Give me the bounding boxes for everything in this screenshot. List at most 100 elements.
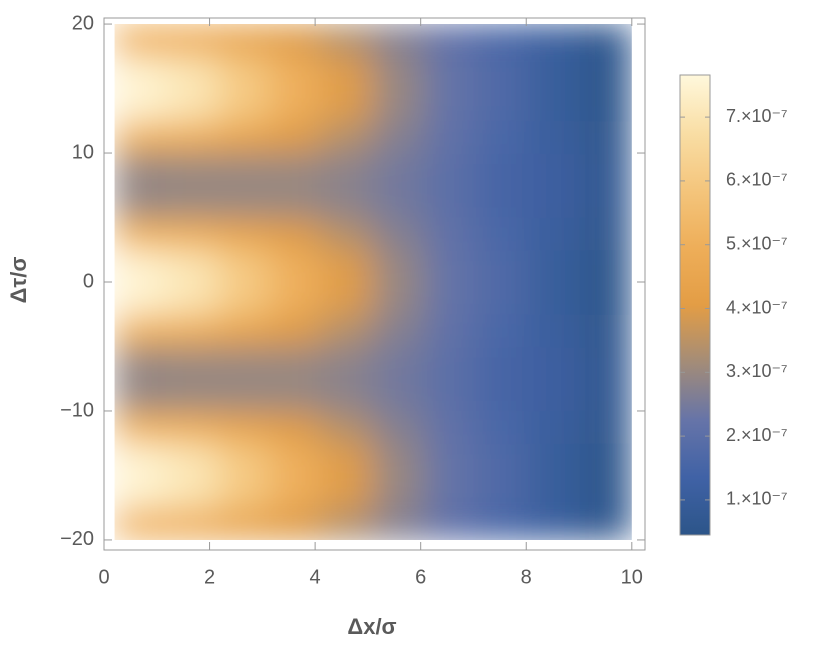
- heat-cell: [372, 410, 426, 444]
- heat-cell: [424, 442, 478, 476]
- heat-cell: [579, 217, 632, 251]
- heat-cell: [269, 313, 322, 347]
- heat-cell: [114, 249, 167, 283]
- heat-cell: [165, 55, 219, 90]
- heat-cell: [320, 410, 374, 444]
- heat-cell: [217, 345, 271, 380]
- heat-cell: [372, 507, 426, 540]
- heat-cell: [372, 152, 426, 186]
- colorbar-tick-label: 1.×10⁻⁷: [726, 489, 788, 509]
- heat-cell: [372, 281, 426, 315]
- heat-cell: [579, 507, 632, 540]
- heat-cell: [527, 281, 581, 315]
- heat-cell: [424, 507, 478, 540]
- heat-cell: [424, 24, 478, 57]
- heat-cell: [217, 442, 271, 476]
- heat-cell: [527, 442, 581, 476]
- heat-cell: [372, 249, 426, 283]
- heat-cell: [114, 120, 167, 154]
- heat-cell: [476, 88, 529, 122]
- heat-cell: [320, 120, 374, 154]
- heat-cell: [527, 217, 581, 251]
- colorbar: [679, 74, 711, 536]
- heat-cell: [165, 313, 219, 347]
- heat-cell: [424, 281, 478, 315]
- heat-cell: [320, 442, 374, 476]
- colorbar-tick-label: 6.×10⁻⁷: [726, 170, 788, 190]
- y-tick-label: 0: [83, 270, 94, 292]
- heat-cell: [527, 88, 581, 122]
- heat-cell: [424, 378, 478, 412]
- heat-cell: [424, 88, 478, 122]
- heat-cell: [217, 474, 271, 509]
- heat-cell: [165, 281, 219, 315]
- heat-cell: [320, 345, 374, 380]
- heat-cell: [320, 249, 374, 283]
- heat-cell: [424, 249, 478, 283]
- heat-cell: [476, 120, 529, 154]
- heat-cell: [165, 184, 219, 219]
- heat-cell: [217, 120, 271, 154]
- heat-cell: [114, 281, 167, 315]
- heat-cell: [165, 88, 219, 122]
- heat-cell: [424, 345, 478, 380]
- heat-cell: [372, 345, 426, 380]
- heat-cell: [476, 152, 529, 186]
- heat-cell: [165, 474, 219, 509]
- heat-cell: [217, 378, 271, 412]
- heat-cell: [269, 345, 322, 380]
- heat-cell: [165, 249, 219, 283]
- x-tick-label: 8: [521, 566, 532, 588]
- heat-cell: [165, 345, 219, 380]
- x-tick-label: 10: [621, 566, 643, 588]
- heat-cell: [217, 88, 271, 122]
- heat-cell: [476, 184, 529, 219]
- heat-cell: [269, 442, 322, 476]
- heat-cell: [217, 410, 271, 444]
- heat-cell: [114, 152, 167, 186]
- heat-cell: [114, 55, 167, 90]
- heat-cell: [372, 55, 426, 90]
- heat-cell: [424, 152, 478, 186]
- y-tick-label: −10: [60, 399, 94, 421]
- colorbar-tick-label: 7.×10⁻⁷: [726, 106, 788, 126]
- heat-cell: [527, 474, 581, 509]
- heat-cell: [579, 281, 632, 315]
- x-tick-label: 6: [415, 566, 426, 588]
- heat-cell: [476, 55, 529, 90]
- heat-cell: [320, 184, 374, 219]
- heat-cell: [114, 24, 167, 57]
- plot-frame: [103, 17, 646, 551]
- heat-cell: [476, 249, 529, 283]
- heat-cell: [372, 24, 426, 57]
- heat-cell: [269, 249, 322, 283]
- heat-cell: [579, 120, 632, 154]
- y-tick-label: −20: [60, 528, 94, 550]
- heat-cell: [424, 410, 478, 444]
- heat-cell: [527, 120, 581, 154]
- heat-cell: [217, 55, 271, 90]
- heat-cell: [114, 184, 167, 219]
- heat-cell: [269, 24, 322, 57]
- y-tick-label: 20: [72, 12, 94, 34]
- heat-cell: [476, 442, 529, 476]
- heat-cell: [269, 474, 322, 509]
- heat-cell: [527, 313, 581, 347]
- heat-cell: [579, 55, 632, 90]
- heat-cell: [269, 55, 322, 90]
- heat-cell: [217, 507, 271, 540]
- heat-cell: [269, 217, 322, 251]
- heat-cell: [424, 55, 478, 90]
- y-axis-label: Δτ/σ: [6, 257, 31, 304]
- heat-cell: [320, 55, 374, 90]
- heat-cell: [476, 345, 529, 380]
- heat-cell: [269, 281, 322, 315]
- heat-cell: [217, 152, 271, 186]
- heat-cell: [269, 410, 322, 444]
- heat-cell: [320, 507, 374, 540]
- heat-cell: [527, 507, 581, 540]
- heat-cell: [476, 217, 529, 251]
- heat-cell: [579, 313, 632, 347]
- heat-cell: [165, 217, 219, 251]
